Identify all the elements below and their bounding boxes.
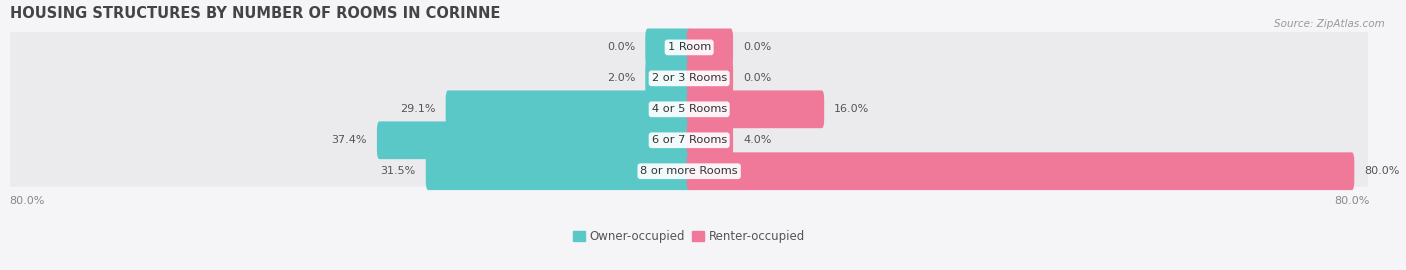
Text: 37.4%: 37.4% (332, 135, 367, 145)
FancyBboxPatch shape (686, 29, 733, 66)
FancyBboxPatch shape (446, 90, 692, 128)
FancyBboxPatch shape (686, 152, 1354, 190)
FancyBboxPatch shape (10, 156, 1368, 187)
Text: 80.0%: 80.0% (1364, 166, 1399, 176)
Text: 29.1%: 29.1% (401, 104, 436, 114)
Text: 0.0%: 0.0% (607, 42, 636, 52)
Text: Source: ZipAtlas.com: Source: ZipAtlas.com (1274, 19, 1385, 29)
Text: 4.0%: 4.0% (742, 135, 772, 145)
FancyBboxPatch shape (645, 59, 692, 97)
Text: 8 or more Rooms: 8 or more Rooms (640, 166, 738, 176)
FancyBboxPatch shape (10, 63, 1368, 94)
Legend: Owner-occupied, Renter-occupied: Owner-occupied, Renter-occupied (568, 225, 810, 248)
FancyBboxPatch shape (645, 29, 692, 66)
Text: 1 Room: 1 Room (668, 42, 711, 52)
FancyBboxPatch shape (10, 32, 1368, 63)
Text: 2.0%: 2.0% (607, 73, 636, 83)
Text: 2 or 3 Rooms: 2 or 3 Rooms (651, 73, 727, 83)
Text: 4 or 5 Rooms: 4 or 5 Rooms (651, 104, 727, 114)
Text: 0.0%: 0.0% (742, 42, 772, 52)
FancyBboxPatch shape (10, 94, 1368, 125)
Text: 0.0%: 0.0% (742, 73, 772, 83)
FancyBboxPatch shape (686, 59, 733, 97)
FancyBboxPatch shape (10, 125, 1368, 156)
Text: 16.0%: 16.0% (834, 104, 869, 114)
FancyBboxPatch shape (377, 122, 692, 159)
FancyBboxPatch shape (686, 122, 733, 159)
Text: 31.5%: 31.5% (381, 166, 416, 176)
Text: 6 or 7 Rooms: 6 or 7 Rooms (651, 135, 727, 145)
FancyBboxPatch shape (686, 90, 824, 128)
Text: HOUSING STRUCTURES BY NUMBER OF ROOMS IN CORINNE: HOUSING STRUCTURES BY NUMBER OF ROOMS IN… (10, 6, 501, 21)
FancyBboxPatch shape (426, 152, 692, 190)
